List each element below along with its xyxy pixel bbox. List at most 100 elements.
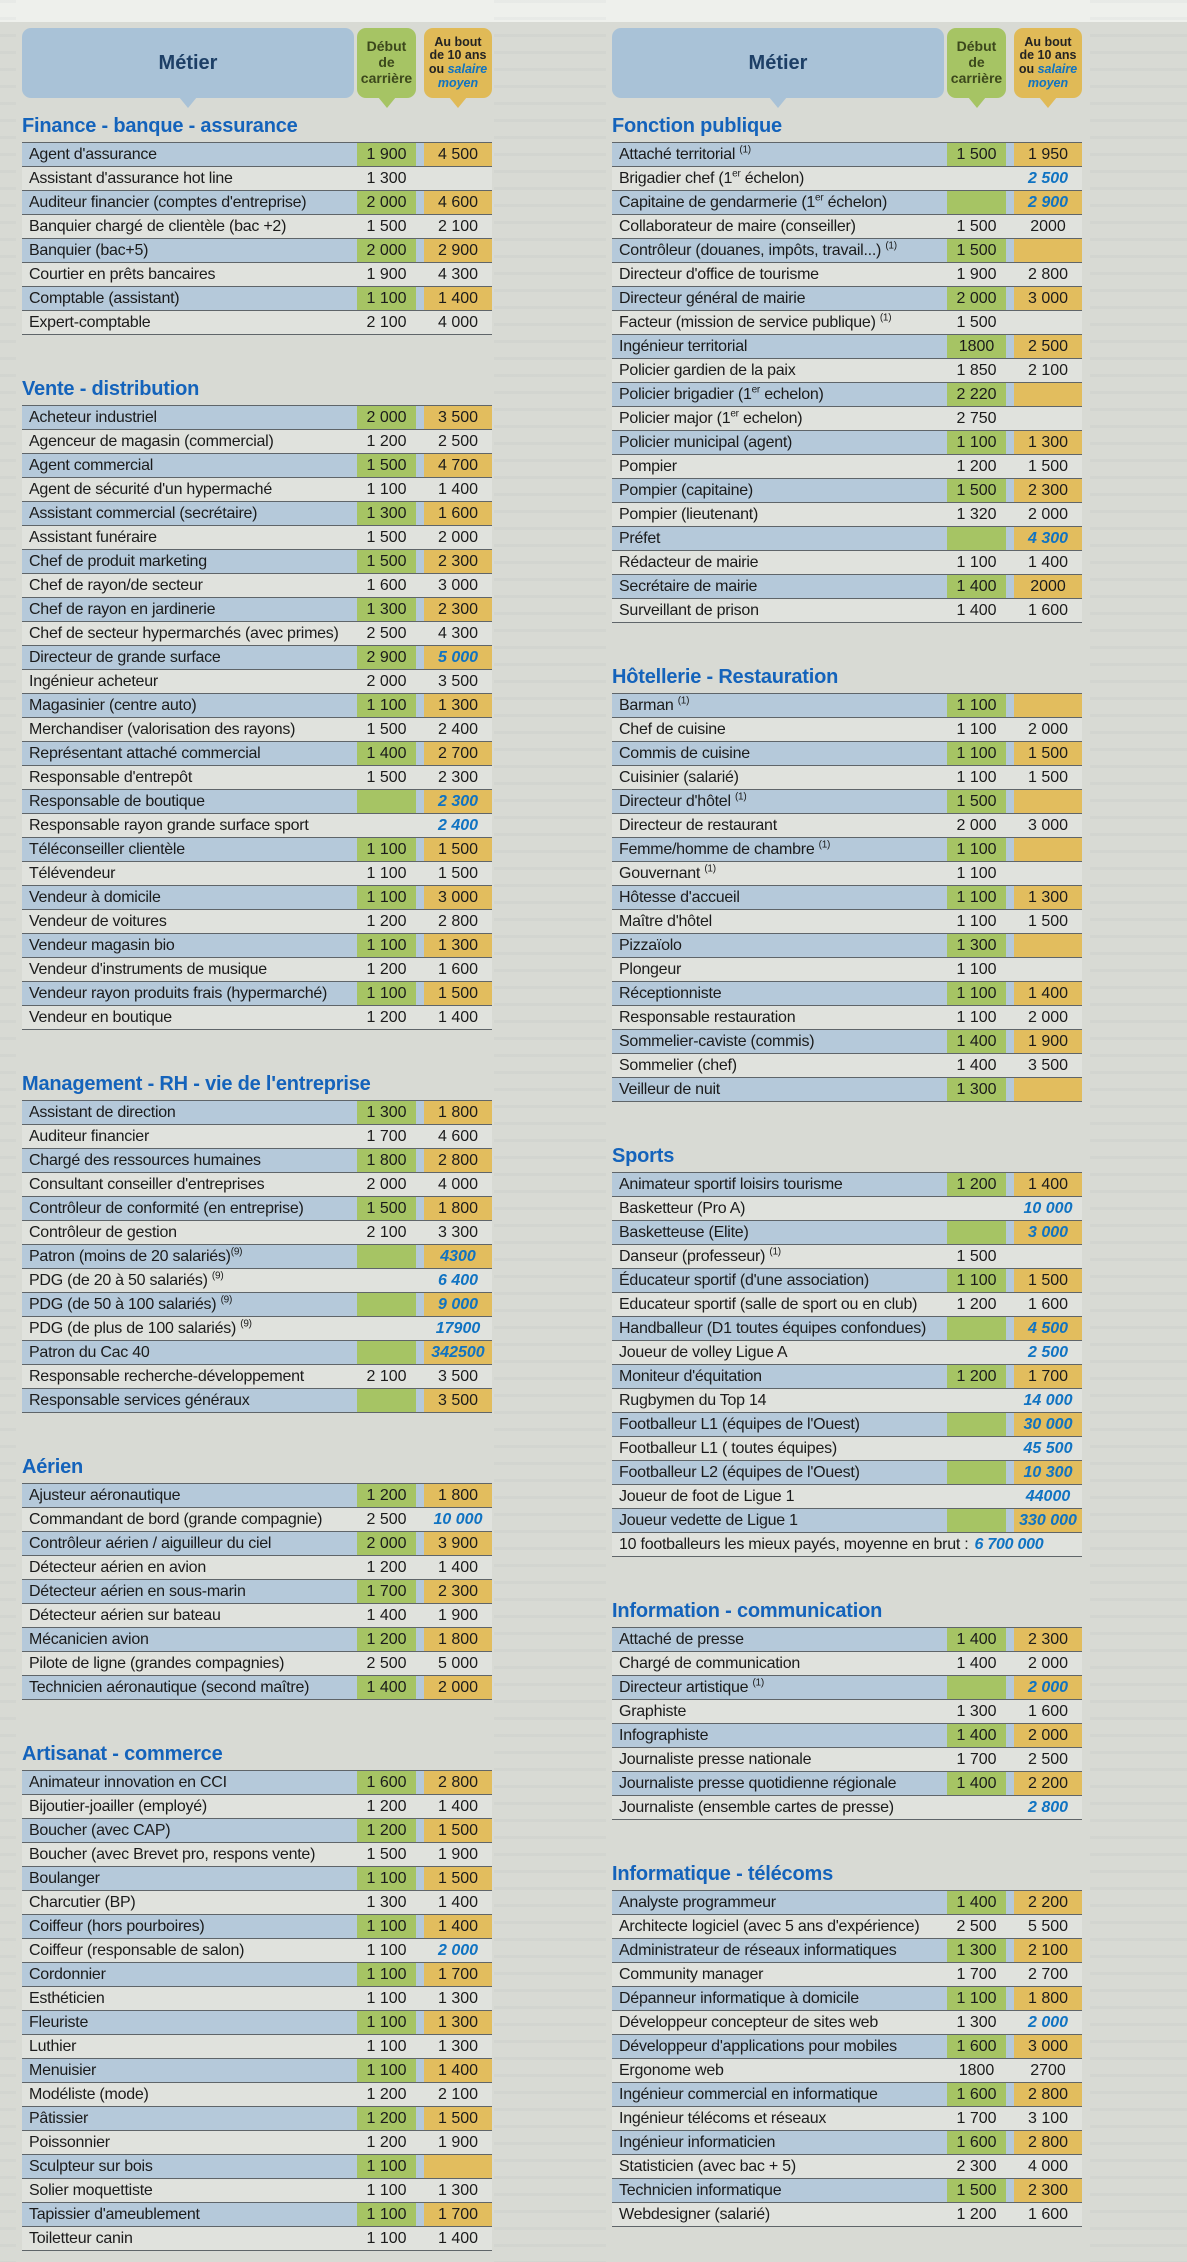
salary-10y-value: 10 000: [433, 1511, 483, 1528]
salary-10y-cell: 2 000: [424, 1676, 492, 1699]
salary-start-value: 1 700: [366, 1128, 407, 1145]
salary-start-value: 1 500: [366, 218, 407, 235]
salary-10y-value: 1 900: [437, 1607, 479, 1624]
table-row: Assistant funéraire 1 500 2 000: [22, 526, 492, 550]
job-label: Directeur d'office de tourisme: [619, 266, 819, 283]
print-bleedthrough: [0, 0, 16, 2262]
salary-start-value: 2 000: [366, 673, 407, 690]
salary-10y-cell: [1014, 694, 1082, 717]
job-label: Vendeur rayon produits frais (hypermarch…: [29, 985, 328, 1002]
salary-10y-value: 1 500: [437, 841, 479, 858]
table-row: Infographiste 1 400 2 000: [612, 1724, 1082, 1748]
salary-section: Sports Animateur sportif loisirs tourisme…: [612, 1144, 1082, 1557]
job-label: Maître d'hôtel: [619, 913, 712, 930]
job-label: Basketteuse (Elite): [619, 1224, 749, 1241]
salary-10y-cell: 1 500: [424, 982, 492, 1005]
salary-start-value: 1 400: [956, 602, 997, 619]
salary-start-value: 1 100: [366, 1918, 407, 1935]
table-row: Cordonnier 1 100 1 700: [22, 1963, 492, 1987]
table-row: Détecteur aérien en avion 1 200 1 400: [22, 1556, 492, 1580]
salary-start-value: 2 100: [366, 1224, 407, 1241]
salary-10y-value: 3 000: [437, 577, 479, 594]
salary-start-cell: 1 100: [357, 1939, 416, 1962]
table-row: Vendeur magasin bio 1 100 1 300: [22, 934, 492, 958]
salary-10y-value: 1 800: [437, 1631, 479, 1648]
salary-10y-cell: 3 000: [424, 886, 492, 909]
job-label: Capitaine de gendarmerie (1er échelon): [619, 192, 888, 211]
salary-10y-cell: 1 300: [1014, 431, 1082, 454]
salary-start-cell: 1 100: [357, 1867, 416, 1890]
salary-10y-cell: 1 500: [424, 2107, 492, 2130]
salary-10y-value: 4 700: [437, 457, 479, 474]
job-label: Esthéticien: [29, 1990, 105, 2007]
job-label: Rugbymen du Top 14: [619, 1392, 767, 1409]
salary-start-cell: 1 400: [947, 599, 1006, 622]
section-title: Artisanat - commerce: [22, 1743, 223, 1765]
salary-10y-cell: 4 300: [424, 622, 492, 645]
salary-start-value: 1 100: [956, 554, 997, 571]
salary-start-value: 1 500: [366, 769, 407, 786]
table-row: Comptable (assistant) 1 100 1 400: [22, 287, 492, 311]
salary-10y-cell: 4300: [424, 1245, 492, 1268]
salary-10y-value: 2 300: [437, 793, 479, 810]
salary-10y-value: 1 500: [437, 865, 479, 882]
salary-start-value: 1 900: [366, 146, 407, 163]
salary-10y-value: 342500: [431, 1344, 485, 1361]
salary-start-cell: [947, 1485, 1006, 1508]
salary-10y-value: 3 500: [437, 1368, 479, 1385]
salary-10y-cell: 2 500: [1014, 335, 1082, 358]
table-row: Footballeur L1 ( toutes équipes) 45 500: [612, 1437, 1082, 1461]
table-row: Esthéticien 1 100 1 300: [22, 1987, 492, 2011]
debut-carriere-header-label: Début de carrière: [360, 38, 413, 86]
table-row: PDG (de plus de 100 salariés) (9) 17900: [22, 1317, 492, 1341]
salary-10y-cell: 14 000: [1014, 1389, 1082, 1412]
table-row: Policier brigadier (1er echelon) 2 220: [612, 383, 1082, 407]
salary-start-cell: 1 500: [947, 239, 1006, 262]
salary-start-cell: 2 750: [947, 407, 1006, 430]
salary-start-value: 1 400: [956, 1033, 997, 1050]
table-row: Vendeur de voitures 1 200 2 800: [22, 910, 492, 934]
salary-start-value: 1 320: [956, 506, 997, 523]
salary-section: Information - communication Attaché de pr…: [612, 1599, 1082, 1820]
table-row: Surveillant de prison 1 400 1 600: [612, 599, 1082, 623]
salary-10y-value: 2 000: [437, 1942, 479, 1959]
table-row: Animateur sportif loisirs tourisme 1 200 1…: [612, 1173, 1082, 1197]
salary-10y-value: 1 700: [1027, 1368, 1069, 1385]
table-row: Chef de cuisine 1 100 2 000: [612, 718, 1082, 742]
salary-10y-value: 2 800: [437, 1774, 479, 1791]
salary-10y-value: 1 500: [437, 985, 479, 1002]
table-row: Pilote de ligne (grandes compagnies) 2 50…: [22, 1652, 492, 1676]
table-row: Ingénieur télécoms et réseaux 1 700 3 100: [612, 2107, 1082, 2131]
table-header: Métier Début de carrière Au bout de 10 a…: [22, 28, 492, 110]
salary-start-cell: 1 100: [357, 862, 416, 885]
job-label: Danseur (professeur) (1): [619, 1246, 781, 1265]
table-row: Chef de rayon en jardinerie 1 300 2 300: [22, 598, 492, 622]
salary-start-value: 1 800: [366, 1152, 407, 1169]
salary-10y-cell: 1 950: [1014, 143, 1082, 166]
salary-start-value: 1 200: [366, 1631, 407, 1648]
salary-start-value: 1 300: [366, 1104, 407, 1121]
salary-start-cell: 1800: [947, 335, 1006, 358]
salary-10y-cell: 2 300: [424, 598, 492, 621]
job-label: Consultant conseiller d'entreprises: [29, 1176, 265, 1193]
job-label: Cuisinier (salarié): [619, 769, 739, 786]
salary-10y-value: 2 800: [437, 913, 479, 930]
salary-start-cell: [357, 814, 416, 837]
salary-start-cell: 1 100: [357, 694, 416, 717]
table-row: Secrétaire de mairie 1 400 2000: [612, 575, 1082, 599]
salary-10y-value: 2 800: [1027, 2134, 1069, 2151]
salary-start-value: 2 000: [956, 290, 997, 307]
salaire-moyen-label: salaire moyen: [1027, 62, 1078, 90]
salary-start-cell: 1 200: [357, 1628, 416, 1651]
salary-10y-value: 1 400: [437, 2062, 479, 2079]
salary-10y-value: 1 500: [1027, 769, 1069, 786]
salary-start-value: 1 900: [366, 266, 407, 283]
salary-10y-cell: 1 500: [1014, 455, 1082, 478]
salary-start-value: 1 400: [366, 1607, 407, 1624]
salary-start-cell: 1 200: [947, 1365, 1006, 1388]
salary-start-cell: 1 400: [947, 575, 1006, 598]
salary-10y-value: 1 400: [1027, 554, 1069, 571]
salary-10y-value: 14 000: [1023, 1392, 1073, 1409]
salary-start-cell: 1 200: [357, 1006, 416, 1029]
salary-start-value: 2 000: [366, 409, 407, 426]
